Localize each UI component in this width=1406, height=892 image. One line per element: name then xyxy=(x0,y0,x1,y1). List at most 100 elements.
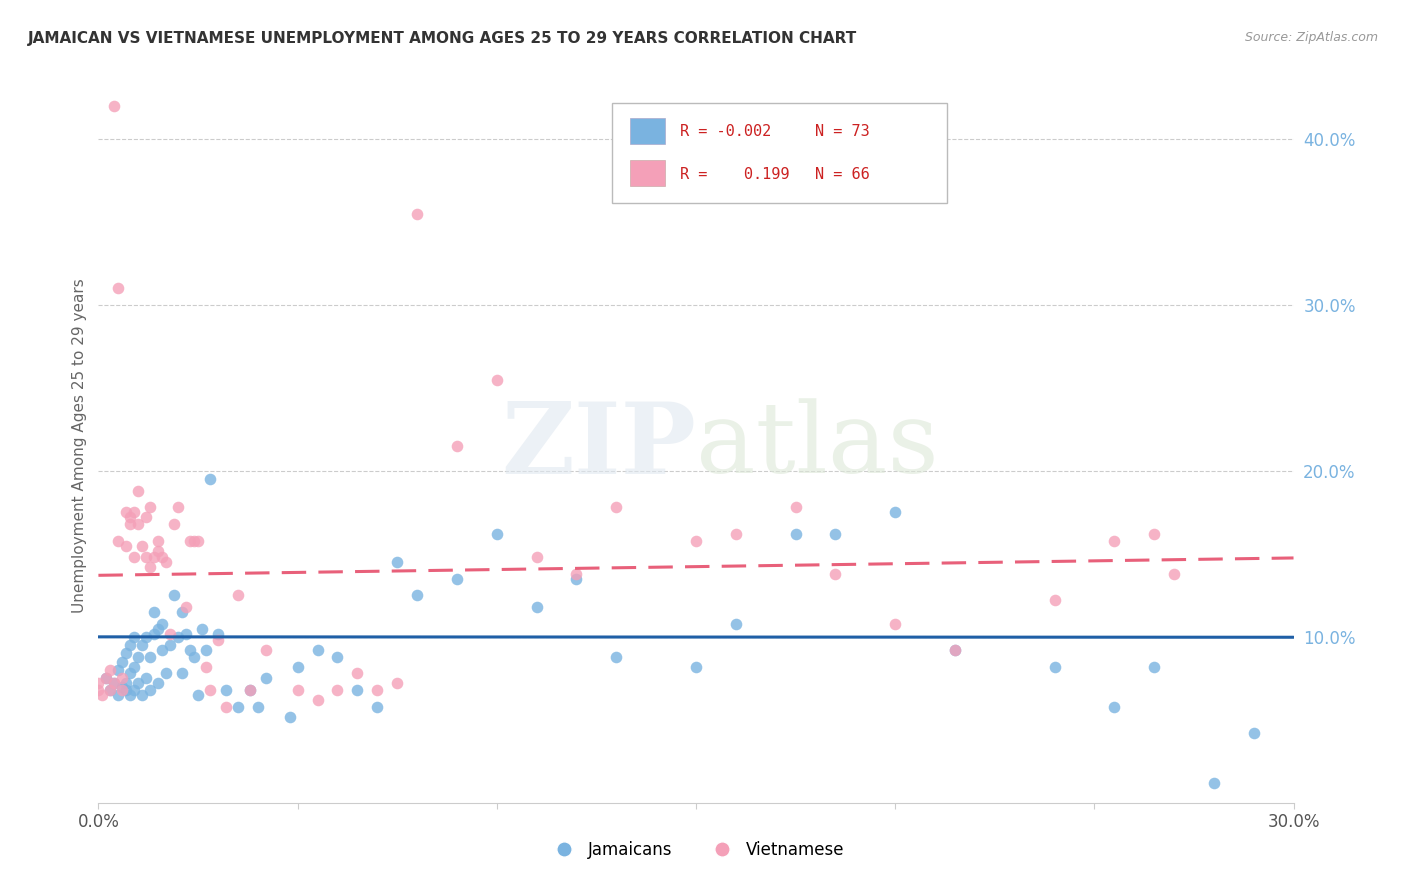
Point xyxy=(287,659,309,673)
Point xyxy=(195,659,218,673)
Point xyxy=(207,626,229,640)
Point xyxy=(254,643,277,657)
Text: R =    0.199: R = 0.199 xyxy=(681,167,790,182)
Point xyxy=(446,572,468,586)
Point xyxy=(120,688,142,702)
Point xyxy=(198,682,221,697)
Point xyxy=(1102,533,1125,548)
Point xyxy=(127,649,149,664)
Point xyxy=(183,533,205,548)
Point xyxy=(226,699,249,714)
Point xyxy=(100,682,122,697)
Point xyxy=(605,500,627,515)
Point xyxy=(198,472,221,486)
Point xyxy=(124,550,146,565)
Point xyxy=(207,633,229,648)
Point xyxy=(174,599,197,614)
Point xyxy=(326,682,349,697)
Point xyxy=(884,616,907,631)
Text: JAMAICAN VS VIETNAMESE UNEMPLOYMENT AMONG AGES 25 TO 29 YEARS CORRELATION CHART: JAMAICAN VS VIETNAMESE UNEMPLOYMENT AMON… xyxy=(28,31,858,46)
Point xyxy=(150,550,173,565)
Point xyxy=(111,682,134,697)
Point xyxy=(565,572,588,586)
Point xyxy=(685,659,707,673)
Point xyxy=(172,666,194,681)
Point xyxy=(1102,699,1125,714)
Y-axis label: Unemployment Among Ages 25 to 29 years: Unemployment Among Ages 25 to 29 years xyxy=(72,278,87,614)
Point xyxy=(139,649,162,664)
Point xyxy=(172,605,194,619)
FancyBboxPatch shape xyxy=(630,161,665,186)
Point xyxy=(148,543,170,558)
Point xyxy=(131,539,153,553)
Point xyxy=(187,688,209,702)
Point xyxy=(124,630,146,644)
Point xyxy=(111,680,134,694)
Point xyxy=(239,682,262,697)
Point xyxy=(485,527,508,541)
Point xyxy=(485,373,508,387)
Point xyxy=(385,555,409,569)
Point xyxy=(135,630,157,644)
Point xyxy=(307,643,329,657)
Point xyxy=(239,682,262,697)
Point xyxy=(143,550,166,565)
Text: atlas: atlas xyxy=(696,398,939,494)
Point xyxy=(131,638,153,652)
Point xyxy=(111,671,134,685)
Point xyxy=(124,505,146,519)
Point xyxy=(406,207,429,221)
Point xyxy=(446,439,468,453)
Point xyxy=(139,560,162,574)
Text: R = -0.002: R = -0.002 xyxy=(681,124,772,139)
Point xyxy=(124,659,146,673)
Point xyxy=(107,688,129,702)
FancyBboxPatch shape xyxy=(630,118,665,144)
Point xyxy=(326,649,349,664)
Point xyxy=(91,688,114,702)
Point xyxy=(127,516,149,531)
Point xyxy=(155,666,177,681)
Point xyxy=(159,626,181,640)
Point xyxy=(115,682,138,697)
Point xyxy=(127,676,149,690)
Point xyxy=(183,649,205,664)
Point xyxy=(385,676,409,690)
Point xyxy=(943,643,966,657)
Point xyxy=(226,588,249,602)
Point xyxy=(179,533,201,548)
Point xyxy=(107,281,129,295)
Point xyxy=(1243,726,1265,740)
Point xyxy=(159,638,181,652)
Legend: Jamaicans, Vietnamese: Jamaicans, Vietnamese xyxy=(541,835,851,866)
Point xyxy=(278,709,301,723)
Text: N = 66: N = 66 xyxy=(815,167,870,182)
Point xyxy=(346,666,368,681)
Point xyxy=(174,626,197,640)
Point xyxy=(131,688,153,702)
Point xyxy=(191,622,214,636)
Point xyxy=(1163,566,1185,581)
Point xyxy=(115,676,138,690)
Point xyxy=(824,566,846,581)
Point xyxy=(135,510,157,524)
Point xyxy=(215,682,238,697)
Point xyxy=(366,699,388,714)
Point xyxy=(135,550,157,565)
Point xyxy=(120,666,142,681)
Point xyxy=(163,588,186,602)
Point xyxy=(1143,659,1166,673)
Point xyxy=(785,500,807,515)
Point xyxy=(254,671,277,685)
Point xyxy=(120,638,142,652)
Point xyxy=(195,643,218,657)
Point xyxy=(605,649,627,664)
Point xyxy=(884,505,907,519)
Point xyxy=(115,505,138,519)
Point xyxy=(143,605,166,619)
Point xyxy=(167,630,190,644)
Point xyxy=(107,663,129,677)
Point xyxy=(107,533,129,548)
Point xyxy=(287,682,309,697)
Point xyxy=(187,533,209,548)
